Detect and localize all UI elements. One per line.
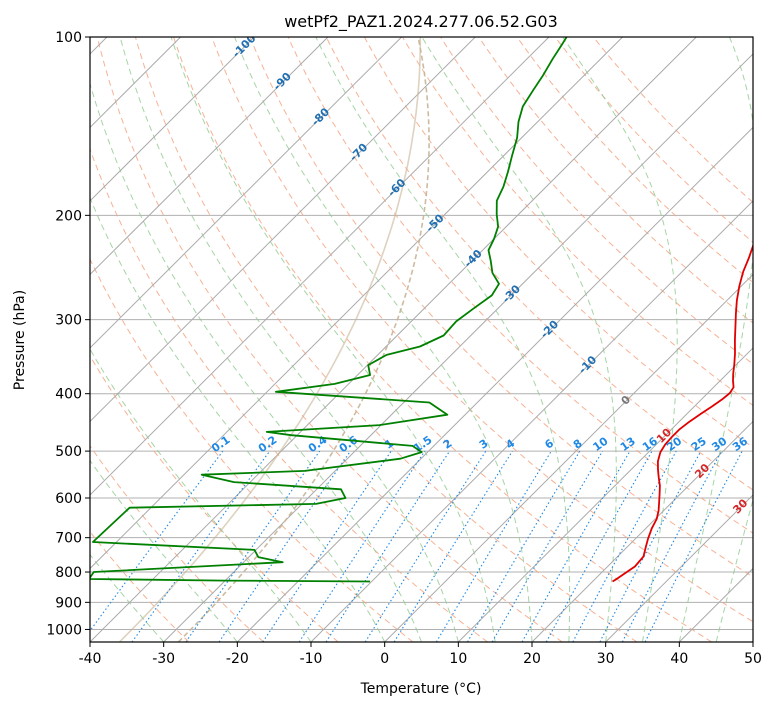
moist-adiabat [90,196,386,642]
x-axis-label: Temperature (°C) [360,681,482,697]
x-tick-label: -20 [226,651,249,667]
mixing-ratio-line [491,450,603,642]
isotherm-line [310,200,753,642]
moist-adiabat [715,497,753,642]
y-tick-label: 1000 [46,622,82,638]
x-tick-label: 30 [597,651,615,667]
moist-adiabat [678,37,753,642]
x-tick-label: 50 [744,651,762,667]
x-tick-label: 40 [670,651,688,667]
isotherm-line [236,126,753,642]
dry-adiabat [134,37,638,642]
isotherm-line [90,37,550,496]
moist-adiabat [234,37,533,642]
moist-adiabats [90,37,753,642]
curved-reference-line [177,37,430,642]
sounding-series [90,37,753,583]
skewed-isotherms [90,37,753,642]
dry-adiabat [402,37,753,407]
isotherm-line [90,37,623,570]
moist-adiabat [170,37,496,642]
dry-adiabat [592,37,753,204]
x-tick-label: -10 [300,651,323,667]
mixing-ratio-line [218,450,351,642]
isotherm-line [90,37,697,642]
dry-adiabat [478,37,753,324]
plot-frame [89,36,754,643]
dry-adiabat [516,37,753,284]
y-tick-label: 800 [55,565,82,581]
isotherm-line [457,347,753,642]
dry-adiabat [287,37,753,534]
plot-area: -100-90-80-70-60-50-40-30-20-10010203040… [90,37,753,642]
curved-reference-line [118,37,422,642]
dewpoint-line [90,37,568,583]
mixing-ratio-line [467,450,581,642]
chart-title: wetPf2_PAZ1.2024.277.06.52.G03 [284,12,558,32]
dry-adiabat [249,37,753,578]
curved-reference-lines [118,37,430,642]
moist-adiabat [562,37,678,642]
mixing-ratio-line [545,450,653,642]
x-axis-ticks: -40 -30 -20 -10 0 10 20 30 40 50 [79,642,762,667]
mixing-ratio-line [325,450,451,642]
dry-adiabat [173,37,712,642]
mixing-ratio-line [364,450,487,642]
x-tick-label: -30 [152,651,175,667]
dry-adiabat [90,445,264,642]
dry-adiabat [325,37,753,491]
mixing-ratio-line [521,450,631,642]
moist-adiabat [90,81,422,642]
dry-adiabats [90,37,753,642]
isotherm-line [90,37,329,276]
y-tick-label: 200 [55,208,82,224]
x-tick-label: 10 [449,651,467,667]
y-tick-label: 700 [55,531,82,547]
y-tick-label: 900 [55,595,82,611]
isotherm-line [90,37,402,349]
y-tick-label: 300 [55,313,82,329]
y-tick-label: 500 [55,444,82,460]
dry-adiabat [211,37,753,623]
mixing-ratio-line [572,450,677,642]
isotherm-line [384,273,753,642]
y-axis-label: Pressure (hPa) [12,290,28,390]
moist-adiabat [315,37,571,642]
dry-adiabat [96,37,563,642]
y-tick-label: 100 [55,30,82,46]
mixing-ratio-line [185,450,321,642]
moist-adiabat [421,37,617,642]
mixing-ratio-line [393,450,513,642]
dry-adiabat [90,258,414,642]
isotherm-line [531,420,753,642]
isotherm-line [90,37,255,202]
y-tick-label: 600 [55,491,82,507]
temperature-line [612,243,753,583]
moist-adiabat [119,37,459,642]
isotherm-line [605,494,753,642]
x-tick-label: 0 [380,651,389,667]
x-tick-label: -40 [79,651,102,667]
y-tick-label: 400 [55,387,82,403]
y-axis-ticks: 100 200 300 400 500 600 700 800 900 1000 [46,30,90,638]
mixing-ratio-line [435,450,552,642]
x-tick-label: 20 [523,651,541,667]
pressure-gridlines [90,37,753,630]
isotherm-line [90,37,476,423]
isotherm-line [163,53,753,642]
moist-adiabat [90,459,238,642]
